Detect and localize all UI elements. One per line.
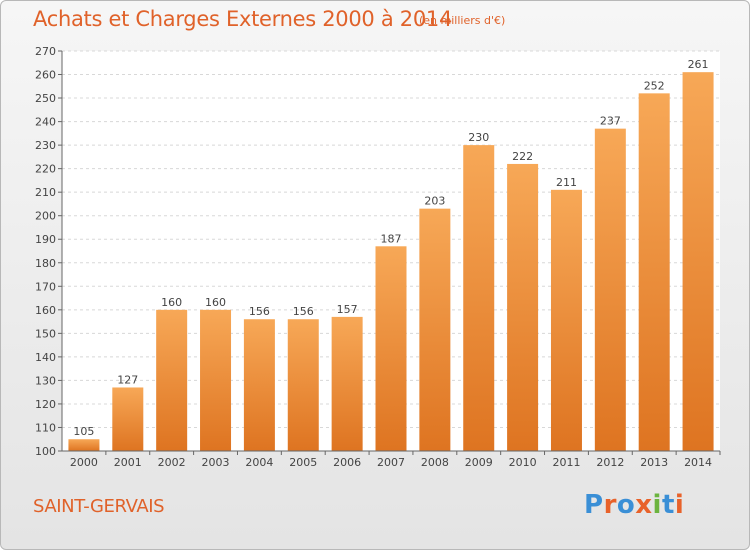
- bar-2003: [200, 309, 232, 451]
- x-tick-label-2002: 2002: [158, 456, 186, 469]
- x-tick-label-2001: 2001: [114, 456, 142, 469]
- logo-letter: r: [603, 490, 617, 520]
- x-tick-label-2005: 2005: [289, 456, 317, 469]
- y-tick-label: 140: [35, 351, 56, 364]
- bar-2009: [463, 145, 495, 451]
- bar-2012: [594, 128, 626, 451]
- y-tick-label: 250: [35, 92, 56, 105]
- axes: 100 110 120 130 140 150 160 170 180 190 200 210 220 2…: [35, 45, 721, 469]
- data-labels: 105 127 160 160 156 156 157 187 203 230 222 211 237 2…: [73, 58, 708, 438]
- data-label-2004: 156: [249, 305, 270, 318]
- data-label-2006: 157: [337, 303, 358, 316]
- logo-letter: i: [674, 490, 685, 520]
- data-label-2008: 203: [424, 195, 445, 208]
- y-tick-label: 160: [35, 304, 56, 317]
- bar-2001: [112, 387, 144, 451]
- y-tick-label: 230: [35, 139, 56, 152]
- bar-2005: [287, 319, 319, 451]
- bar-2008: [419, 208, 451, 451]
- y-tick-label: 200: [35, 210, 56, 223]
- y-tick-label: 260: [35, 69, 56, 82]
- x-tick-label-2000: 2000: [70, 456, 98, 469]
- y-tick-label: 190: [35, 233, 56, 246]
- x-tick-label-2010: 2010: [509, 456, 537, 469]
- x-tick-label-2011: 2011: [552, 456, 580, 469]
- proxiti-logo: Proxiti: [584, 490, 684, 520]
- y-tick-label: 180: [35, 257, 56, 270]
- chart-unit: (en milliers d'€): [419, 14, 506, 27]
- y-tick-label: 110: [35, 421, 56, 434]
- logo-letter: x: [635, 490, 653, 520]
- x-tick-label-2013: 2013: [640, 456, 668, 469]
- data-label-2002: 160: [161, 296, 182, 309]
- bar-2000: [68, 439, 100, 451]
- bars: [68, 72, 714, 452]
- x-tick-label-2012: 2012: [596, 456, 624, 469]
- y-tick-label: 270: [35, 45, 56, 58]
- y-tick-label: 120: [35, 398, 56, 411]
- bar-2002: [156, 309, 188, 451]
- y-tick-label: 170: [35, 280, 56, 293]
- bar-2013: [638, 93, 670, 452]
- x-tick-label-2006: 2006: [333, 456, 361, 469]
- data-label-2014: 261: [688, 58, 709, 71]
- data-label-2000: 105: [73, 425, 94, 438]
- data-label-2010: 222: [512, 150, 533, 163]
- x-tick-label-2004: 2004: [245, 456, 273, 469]
- x-tick-label-2007: 2007: [377, 456, 405, 469]
- logo-letter: P: [584, 490, 604, 520]
- data-label-2003: 160: [205, 296, 226, 309]
- data-label-2013: 252: [644, 79, 665, 92]
- y-tick-label: 150: [35, 327, 56, 340]
- data-label-2009: 230: [468, 131, 489, 144]
- y-tick-label: 100: [35, 445, 56, 458]
- bar-2010: [507, 163, 539, 452]
- data-label-2007: 187: [381, 232, 402, 245]
- data-label-2011: 211: [556, 176, 577, 189]
- data-label-2012: 237: [600, 115, 621, 128]
- y-tick-label: 220: [35, 163, 56, 176]
- chart-title: Achats et Charges Externes 2000 à 2014: [33, 7, 453, 31]
- logo-letter: i: [652, 490, 662, 520]
- bar-2014: [682, 72, 714, 452]
- bar-2004: [243, 319, 275, 451]
- x-tick-label-2009: 2009: [465, 456, 493, 469]
- city-name: SAINT-GERVAIS: [33, 496, 165, 517]
- bar-2006: [331, 316, 363, 451]
- x-tick-label-2003: 2003: [202, 456, 230, 469]
- data-label-2001: 127: [117, 373, 138, 386]
- logo-letter: o: [616, 490, 636, 520]
- y-tick-label: 240: [35, 116, 56, 129]
- data-label-2005: 156: [293, 305, 314, 318]
- x-tick-label-2014: 2014: [684, 456, 712, 469]
- logo-letter: t: [661, 490, 675, 520]
- y-tick-label: 130: [35, 374, 56, 387]
- bar-2011: [550, 189, 582, 451]
- x-tick-label-2008: 2008: [421, 456, 449, 469]
- y-tick-label: 210: [35, 186, 56, 199]
- bar-2007: [375, 246, 407, 451]
